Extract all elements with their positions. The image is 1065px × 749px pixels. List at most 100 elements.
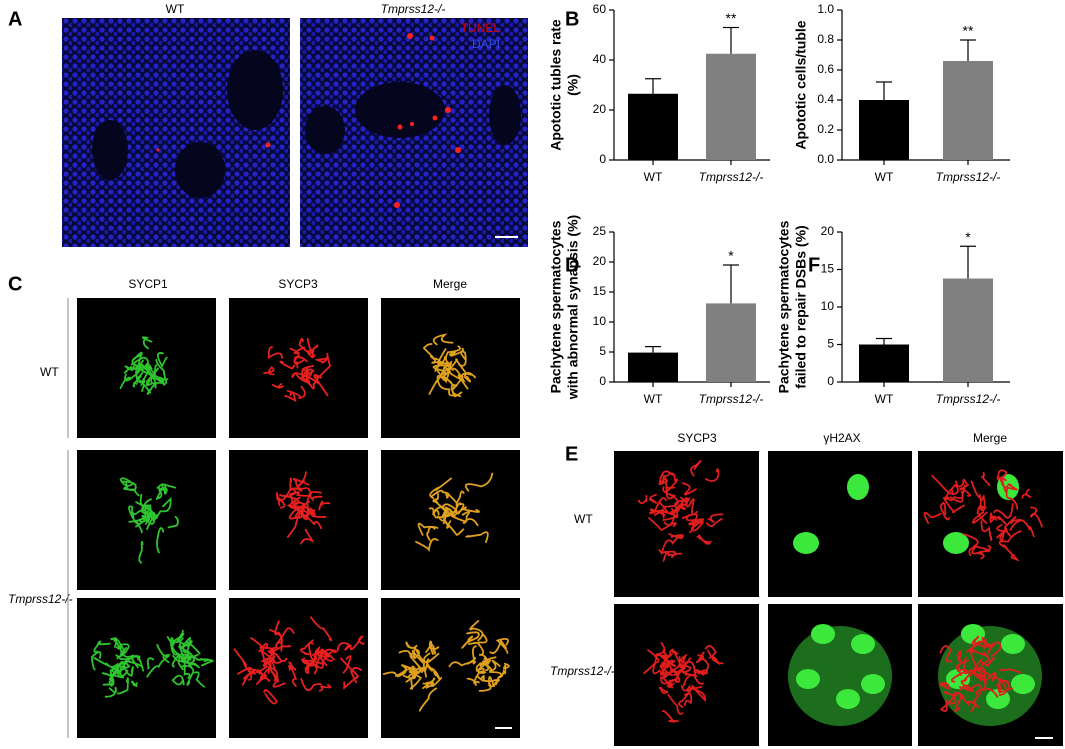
chromosome-axis bbox=[432, 492, 439, 504]
chromosome-axis bbox=[130, 356, 149, 369]
chromosome-axis bbox=[943, 496, 965, 514]
chromosome-axis bbox=[156, 527, 165, 554]
panel-label: D bbox=[565, 254, 579, 276]
chromosome-axis bbox=[144, 363, 153, 370]
chromosome-axis bbox=[991, 672, 1007, 696]
chromosome-axis bbox=[267, 346, 283, 360]
chromosome-axis bbox=[418, 687, 438, 712]
chromosome-axis bbox=[288, 666, 298, 688]
chromosome-axis bbox=[104, 686, 117, 698]
chromosome-axis bbox=[977, 667, 987, 691]
x-tick-label: WT bbox=[644, 392, 663, 406]
chromosome-axis bbox=[199, 658, 214, 667]
chromosome-axis bbox=[433, 499, 449, 514]
chromosome-axis bbox=[113, 660, 142, 674]
gh2ax-signal bbox=[811, 624, 835, 644]
chromosome-axis bbox=[306, 664, 318, 675]
chromosome-axis bbox=[923, 511, 942, 524]
micrograph bbox=[381, 450, 520, 590]
chromosome-axis bbox=[662, 484, 677, 500]
chromosome-axis bbox=[300, 678, 323, 692]
panel-label: E bbox=[565, 443, 578, 465]
chromosome-axis bbox=[312, 650, 335, 669]
y-tick-label: 0 bbox=[827, 374, 834, 388]
chromosome-axis bbox=[466, 631, 480, 644]
chromosome-axis bbox=[93, 656, 119, 668]
chromosome-axis bbox=[680, 653, 688, 670]
chromosome-axis bbox=[412, 666, 428, 678]
chromosome-axis bbox=[193, 671, 206, 688]
chromosome-axis bbox=[298, 337, 314, 355]
chromosome-axis bbox=[968, 546, 983, 557]
chromosome-axis bbox=[428, 642, 437, 655]
chromosome-axis bbox=[648, 493, 658, 504]
chromosome-axis bbox=[130, 364, 144, 379]
chromosome-axis bbox=[408, 666, 423, 690]
chromosome-axis bbox=[429, 477, 452, 499]
y-tick-label: 40 bbox=[593, 52, 607, 66]
chromosome-axis bbox=[314, 356, 328, 364]
chromosome-axis bbox=[291, 372, 306, 379]
chromosome-axis bbox=[432, 333, 454, 346]
chromosome-axis bbox=[308, 491, 323, 503]
chromosome-axis bbox=[286, 385, 306, 400]
y-axis-label: Pachytene spermatocytes bbox=[548, 220, 564, 393]
chromosome-axis bbox=[155, 483, 168, 500]
chromosome-axis bbox=[413, 647, 426, 663]
micrograph bbox=[768, 451, 912, 597]
chromosome-axis bbox=[119, 644, 141, 661]
chromosome-axis bbox=[978, 674, 985, 682]
chromosome-axis bbox=[931, 475, 954, 495]
chromosome-axis bbox=[169, 637, 180, 656]
chromosome-axis bbox=[469, 620, 484, 642]
chromosome-axis bbox=[491, 679, 500, 688]
chromosome-axis bbox=[296, 500, 310, 512]
gh2ax-signal bbox=[961, 624, 985, 644]
chromosome-axis bbox=[707, 513, 724, 524]
chromosome-axis bbox=[292, 478, 310, 490]
micrograph bbox=[614, 451, 759, 597]
chromosome-axis bbox=[973, 641, 992, 648]
chromosome-axis bbox=[959, 484, 971, 497]
chromosome-axis bbox=[652, 653, 661, 675]
y-tick-label: 0.2 bbox=[817, 122, 834, 136]
gh2ax-signal bbox=[851, 634, 875, 654]
chromosome-axis bbox=[286, 512, 305, 538]
chromosome-axis bbox=[705, 517, 723, 528]
column-label: Merge bbox=[433, 277, 467, 291]
chromosome-axis bbox=[293, 354, 300, 369]
chromosome-axis bbox=[662, 709, 679, 723]
row-label: WT bbox=[574, 512, 593, 526]
chromosome-axis bbox=[989, 512, 997, 523]
micrograph bbox=[229, 450, 368, 590]
chromosome-axis bbox=[148, 374, 168, 387]
chromosome-axis bbox=[490, 659, 501, 672]
chromosome-axis bbox=[93, 640, 111, 653]
chromosome-axis bbox=[182, 640, 201, 655]
panel-label: B bbox=[565, 8, 579, 30]
chromosome-axis bbox=[398, 650, 424, 672]
chromosome-axis bbox=[146, 657, 155, 670]
chromosome-axis bbox=[269, 645, 292, 655]
chromosome-axis bbox=[696, 534, 713, 545]
bar bbox=[859, 100, 909, 160]
chromosome-axis bbox=[978, 668, 994, 680]
chromosome-axis bbox=[977, 545, 992, 560]
chromosome-axis bbox=[123, 365, 132, 374]
y-tick-label: 0.4 bbox=[817, 92, 834, 106]
chromosome-axis bbox=[680, 684, 703, 692]
chromosome-axis bbox=[662, 551, 682, 562]
bar bbox=[628, 352, 678, 382]
chromosome-axis bbox=[411, 650, 426, 673]
chromosome-axis bbox=[445, 345, 461, 366]
chromosome-axis bbox=[279, 494, 299, 510]
chromosome-axis bbox=[321, 651, 335, 662]
chromosome-axis bbox=[162, 483, 177, 495]
y-tick-label: 0.0 bbox=[817, 152, 834, 166]
bar bbox=[706, 303, 756, 382]
chromosome-axis bbox=[690, 460, 702, 477]
chromosome-axis bbox=[349, 635, 365, 651]
chromosome-axis bbox=[155, 358, 169, 381]
chromosome-axis bbox=[663, 493, 679, 508]
chromosome-axis bbox=[986, 641, 1002, 657]
